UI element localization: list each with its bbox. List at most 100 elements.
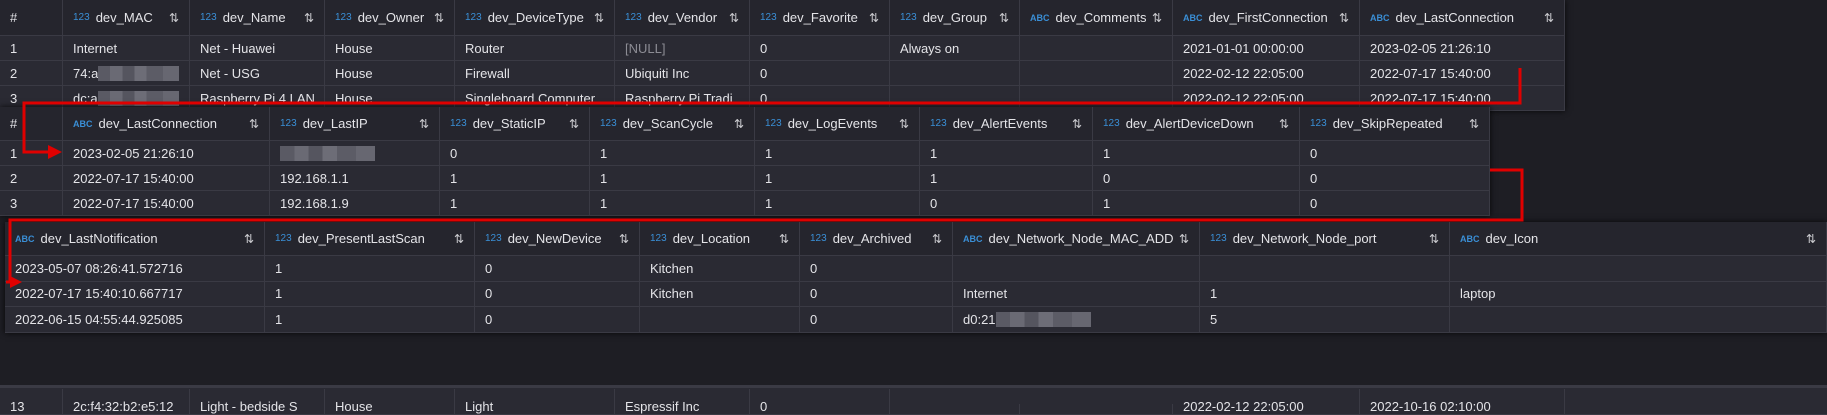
cell-dev-alertevents[interactable]: 1 [920, 141, 1093, 165]
cell-dev-devicetype[interactable]: Firewall [455, 61, 615, 85]
cell-dev-skiprepeated[interactable]: 0 [1300, 166, 1490, 190]
sort-arrows-icon[interactable]: ⇅ [898, 116, 909, 131]
cell-dev-scancycle[interactable]: 1 [590, 141, 755, 165]
cell-dev-logevents[interactable]: 1 [755, 166, 920, 190]
cell-dev-firstconnection[interactable]: 2021-01-01 00:00:00 [1173, 36, 1360, 60]
column-header-dev-lastnotification[interactable]: ABC dev_LastNotification ⇅ [5, 222, 265, 255]
cell-dev-favorite[interactable]: 0 [750, 389, 890, 414]
cell-dev-comments[interactable] [1020, 61, 1173, 85]
cell-dev-group[interactable] [890, 61, 1020, 85]
table-row[interactable]: 2 2022-07-17 15:40:00 192.168.1.1 1 1 1 1 0 0 [0, 166, 1490, 191]
cell-dev-favorite[interactable]: 0 [750, 86, 890, 110]
cell-dev-devicetype[interactable]: Light [455, 389, 615, 414]
cell-dev-group[interactable] [890, 404, 1020, 414]
cell-dev-vendor[interactable]: Espressif Inc [615, 389, 750, 414]
cell-dev-newdevice[interactable]: 0 [475, 281, 640, 306]
cell-index[interactable]: 2 [0, 166, 63, 190]
cell-index[interactable]: 1 [0, 36, 63, 60]
column-header-dev-name[interactable]: 123 dev_Name ⇅ [190, 0, 325, 35]
cell-dev-lastnotification[interactable]: 2022-07-17 15:40:10.667717 [5, 281, 265, 306]
cell-dev-lastconnection[interactable]: 2022-07-17 15:40:00 [63, 191, 270, 215]
cell-dev-vendor[interactable]: Ubiquiti Inc [615, 61, 750, 85]
cell-dev-network-node-port[interactable]: 1 [1200, 281, 1450, 306]
column-header-dev-alertevents[interactable]: 123 dev_AlertEvents ⇅ [920, 107, 1093, 140]
cell-dev-presentlastscan[interactable]: 1 [265, 281, 475, 306]
column-header-dev-archived[interactable]: 123 dev_Archived ⇅ [800, 222, 953, 255]
column-header-dev-comments[interactable]: ABC dev_Comments ⇅ [1020, 0, 1173, 35]
cell-dev-devicetype[interactable]: Router [455, 36, 615, 60]
cell-dev-alertevents[interactable]: 0 [920, 191, 1093, 215]
column-header-dev-alertdevicedown[interactable]: 123 dev_AlertDeviceDown ⇅ [1093, 107, 1300, 140]
cell-dev-firstconnection[interactable]: 2022-02-12 22:05:00 [1173, 61, 1360, 85]
sort-arrows-icon[interactable]: ⇅ [733, 116, 744, 131]
cell-dev-lastconnection[interactable]: 2022-10-16 02:10:00 [1360, 389, 1565, 414]
cell-dev-name[interactable]: Net - USG [190, 61, 325, 85]
cell-dev-network-node-port[interactable]: 5 [1200, 307, 1450, 332]
cell-dev-lastip[interactable]: 192.168.1.9 [270, 191, 440, 215]
sort-arrows-icon[interactable]: ⇅ [1428, 231, 1439, 246]
table-row[interactable]: 2 74:a Net - USG House Firewall Ubiquiti Inc 0… [0, 61, 1565, 86]
cell-dev-location[interactable] [640, 307, 800, 332]
cell-dev-network-node-mac-addr[interactable] [953, 256, 1200, 281]
column-header-dev-group[interactable]: 123 dev_Group ⇅ [890, 0, 1020, 35]
table-row[interactable]: 2022-06-15 04:55:44.925085 1 0 0 d0:21 5 [5, 307, 1827, 333]
table-row[interactable]: 1 Internet Net - Huawei House Router [NULL] 0 A… [0, 36, 1565, 61]
cell-dev-presentlastscan[interactable]: 1 [265, 256, 475, 281]
sort-arrows-icon[interactable]: ⇅ [168, 10, 179, 25]
table-row[interactable]: 3 2022-07-17 15:40:00 192.168.1.9 1 1 1 0 1 0 [0, 191, 1490, 216]
cell-dev-alertdevicedown[interactable]: 1 [1093, 141, 1300, 165]
sort-arrows-icon[interactable]: ⇅ [1178, 231, 1189, 246]
cell-dev-comments[interactable] [1020, 36, 1173, 60]
sort-arrows-icon[interactable]: ⇅ [568, 116, 579, 131]
column-header-dev-location[interactable]: 123 dev_Location ⇅ [640, 222, 800, 255]
sort-arrows-icon[interactable]: ⇅ [728, 10, 739, 25]
sort-arrows-icon[interactable]: ⇅ [243, 231, 254, 246]
sort-arrows-icon[interactable]: ⇅ [433, 10, 444, 25]
cell-dev-firstconnection[interactable]: 2022-02-12 22:05:00 [1173, 389, 1360, 414]
cell-dev-staticip[interactable]: 0 [440, 141, 590, 165]
column-header-index[interactable]: # [0, 107, 63, 140]
cell-dev-skiprepeated[interactable]: 0 [1300, 191, 1490, 215]
cell-dev-alertevents[interactable]: 1 [920, 166, 1093, 190]
sort-arrows-icon[interactable]: ⇅ [1543, 10, 1554, 25]
column-header-dev-devicetype[interactable]: 123 dev_DeviceType ⇅ [455, 0, 615, 35]
column-header-dev-lastip[interactable]: 123 dev_LastIP ⇅ [270, 107, 440, 140]
cell-dev-archived[interactable]: 0 [800, 281, 953, 306]
table-row[interactable]: 2023-05-07 08:26:41.572716 1 0 Kitchen 0 [5, 256, 1827, 282]
cell-dev-lastnotification[interactable]: 2022-06-15 04:55:44.925085 [5, 307, 265, 332]
cell-dev-location[interactable]: Kitchen [640, 281, 800, 306]
cell-dev-owner[interactable]: House [325, 61, 455, 85]
cell-dev-lastnotification[interactable]: 2023-05-07 08:26:41.572716 [5, 256, 265, 281]
sort-arrows-icon[interactable]: ⇅ [453, 231, 464, 246]
column-header-dev-newdevice[interactable]: 123 dev_NewDevice ⇅ [475, 222, 640, 255]
cell-dev-skiprepeated[interactable]: 0 [1300, 141, 1490, 165]
column-header-dev-network-node-mac-addr[interactable]: ABC dev_Network_Node_MAC_ADDR ⇅ [953, 222, 1200, 255]
cell-dev-scancycle[interactable]: 1 [590, 191, 755, 215]
cell-dev-group[interactable] [890, 86, 1020, 110]
cell-index[interactable]: 3 [0, 86, 63, 110]
cell-dev-name[interactable]: Light - bedside S [190, 389, 325, 414]
cell-index[interactable]: 2 [0, 61, 63, 85]
cell-dev-owner[interactable]: House [325, 389, 455, 414]
column-header-dev-owner[interactable]: 123 dev_Owner ⇅ [325, 0, 455, 35]
cell-dev-mac[interactable]: 74:a [63, 61, 190, 85]
column-header-dev-favorite[interactable]: 123 dev_Favorite ⇅ [750, 0, 890, 35]
cell-dev-comments[interactable] [1020, 404, 1173, 414]
cell-dev-lastip[interactable] [270, 141, 440, 165]
cell-dev-vendor[interactable]: [NULL] [615, 36, 750, 60]
column-header-dev-staticip[interactable]: 123 dev_StaticIP ⇅ [440, 107, 590, 140]
cell-dev-mac[interactable]: Internet [63, 36, 190, 60]
cell-index[interactable]: 13 [0, 389, 63, 414]
cell-dev-owner[interactable]: House [325, 36, 455, 60]
cell-dev-presentlastscan[interactable]: 1 [265, 307, 475, 332]
table-row[interactable]: 1 2023-02-05 21:26:10 0 1 1 1 1 0 [0, 141, 1490, 166]
cell-dev-group[interactable]: Always on [890, 36, 1020, 60]
cell-dev-staticip[interactable]: 1 [440, 191, 590, 215]
column-header-index[interactable]: # [0, 0, 63, 35]
cell-dev-logevents[interactable]: 1 [755, 191, 920, 215]
sort-arrows-icon[interactable]: ⇅ [593, 10, 604, 25]
cell-dev-newdevice[interactable]: 0 [475, 256, 640, 281]
column-header-dev-presentlastscan[interactable]: 123 dev_PresentLastScan ⇅ [265, 222, 475, 255]
cell-dev-newdevice[interactable]: 0 [475, 307, 640, 332]
sort-arrows-icon[interactable]: ⇅ [1468, 116, 1479, 131]
